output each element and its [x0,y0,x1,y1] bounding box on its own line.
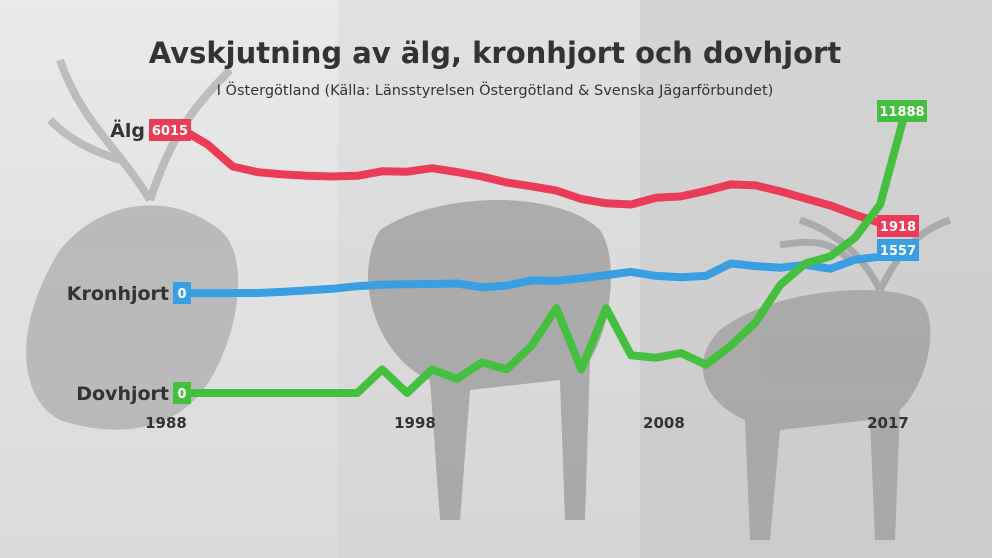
chart-subtitle: I Östergötland (Källa: Länsstyrelsen Öst… [217,81,774,99]
start-label--lg-text: 6015 [152,124,188,139]
series-line--lg [179,126,909,232]
end-label-dovhjort-bg [877,100,927,122]
value-badges: 6015 1918 0 1557 0 11888 [149,100,927,404]
start-label-kronhjort-text: 0 [177,287,186,302]
chart-title: Avskjutning av älg, kronhjort och dovhjo… [149,36,842,70]
end-label-dovhjort: 11888 [877,100,927,122]
start-label--lg-bg [149,119,191,141]
x-axis-ticks: 1988 1998 2008 2017 [145,414,909,432]
start-label-dovhjort-bg [173,382,191,404]
series-lines [179,109,909,397]
series-name-dovhjort: Dovhjort [76,383,169,405]
end-label-dovhjort-text: 11888 [879,105,924,120]
end-label-kronhjort-text: 1557 [880,244,916,259]
red-deer-silhouette [702,216,952,540]
series-labels: Älg Kronhjort Dovhjort [67,118,169,405]
end-label--lg: 1918 [877,215,919,237]
start-label-dovhjort: 0 [173,382,191,404]
start-label-kronhjort: 0 [173,282,191,304]
end-label-kronhjort-bg [877,239,919,261]
x-tick-1998: 1998 [394,414,436,432]
start-label--lg: 6015 [149,119,191,141]
series-line-dovhjort [179,109,909,397]
start-label-dovhjort-text: 0 [177,387,186,402]
series-name-kronhjort: Kronhjort [67,283,169,305]
x-tick-2017: 2017 [867,414,909,432]
end-label-kronhjort: 1557 [877,239,919,261]
end-label--lg-text: 1918 [880,220,916,235]
fallow-deer-silhouette [26,58,239,430]
x-tick-1988: 1988 [145,414,187,432]
series-line-kronhjort [179,248,909,297]
x-tick-2008: 2008 [643,414,685,432]
start-label-kronhjort-bg [173,282,191,304]
end-label--lg-bg [877,215,919,237]
series-name--lg: Älg [110,118,145,142]
